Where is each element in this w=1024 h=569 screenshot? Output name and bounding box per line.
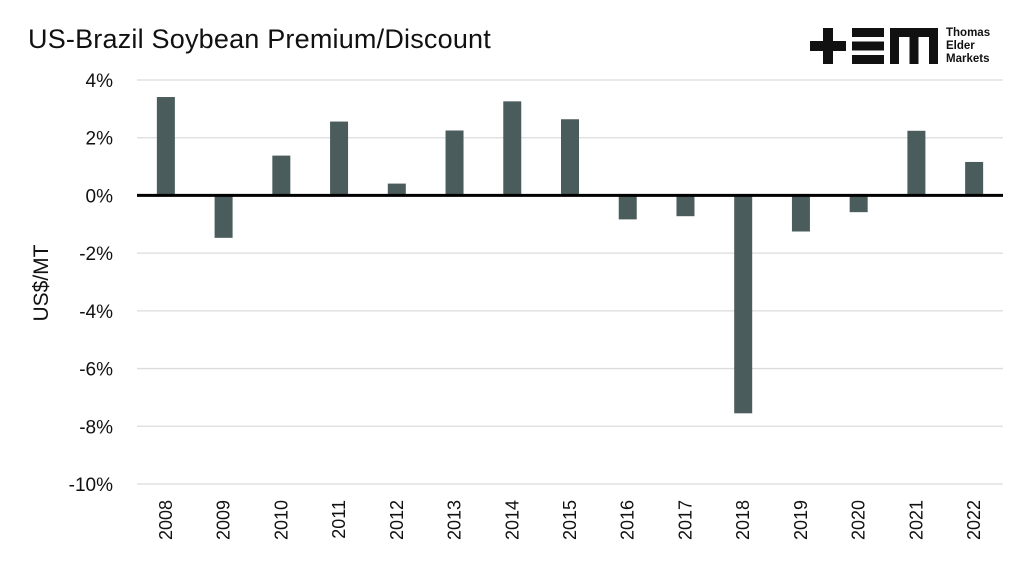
x-tick-label: 2009 — [214, 500, 234, 540]
x-tick-label: 2021 — [906, 500, 926, 540]
logo-text-line: Markets — [946, 52, 990, 65]
x-tick-label: 2008 — [156, 500, 176, 540]
x-tick-label: 2012 — [387, 500, 407, 540]
x-tick-label: 2010 — [271, 500, 291, 540]
bar-2010 — [272, 155, 291, 196]
x-tick-label: 2013 — [445, 500, 465, 540]
logo: Thomas Elder Markets — [810, 24, 990, 68]
x-tick-label: 2014 — [502, 500, 522, 540]
bar-2017 — [676, 195, 695, 217]
bar-2014 — [503, 101, 522, 196]
y-axis-label: US$/MT — [30, 244, 53, 321]
bar-2020 — [849, 195, 868, 213]
bar-2013 — [445, 130, 464, 196]
chart-title: US-Brazil Soybean Premium/Discount — [28, 24, 491, 54]
x-tick-label: 2016 — [618, 500, 638, 540]
bar-2009 — [214, 195, 233, 238]
y-tick-label: -4% — [79, 302, 113, 323]
bar-2012 — [387, 183, 406, 196]
x-tick-label: 2019 — [791, 500, 811, 540]
bar-2019 — [791, 195, 810, 232]
bar-2022 — [965, 161, 984, 196]
x-tick-label: 2020 — [849, 500, 869, 540]
y-tick-label: -8% — [79, 417, 113, 438]
x-tick-label: 2022 — [964, 500, 984, 540]
x-tick-label: 2011 — [329, 500, 349, 539]
bar-2018 — [734, 195, 753, 414]
y-tick-label: 2% — [86, 129, 114, 150]
x-tick-label: 2017 — [675, 500, 695, 540]
y-tick-label: -6% — [79, 360, 113, 381]
logo-text-line: Thomas — [946, 26, 991, 39]
bar-2015 — [561, 119, 579, 196]
x-tick-label: 2018 — [733, 500, 753, 540]
tem-logo-icon — [810, 28, 938, 64]
y-tick-label: -2% — [79, 244, 113, 265]
bar-2021 — [907, 130, 926, 196]
bar-2011 — [330, 121, 349, 196]
bar-2008 — [156, 97, 175, 196]
y-tick-label: -10% — [69, 475, 113, 496]
y-tick-label: 0% — [86, 186, 114, 207]
y-tick-label: 4% — [86, 71, 114, 92]
logo-text-line: Elder — [946, 39, 975, 52]
x-tick-label: 2015 — [560, 500, 580, 540]
bar-2016 — [618, 195, 637, 220]
